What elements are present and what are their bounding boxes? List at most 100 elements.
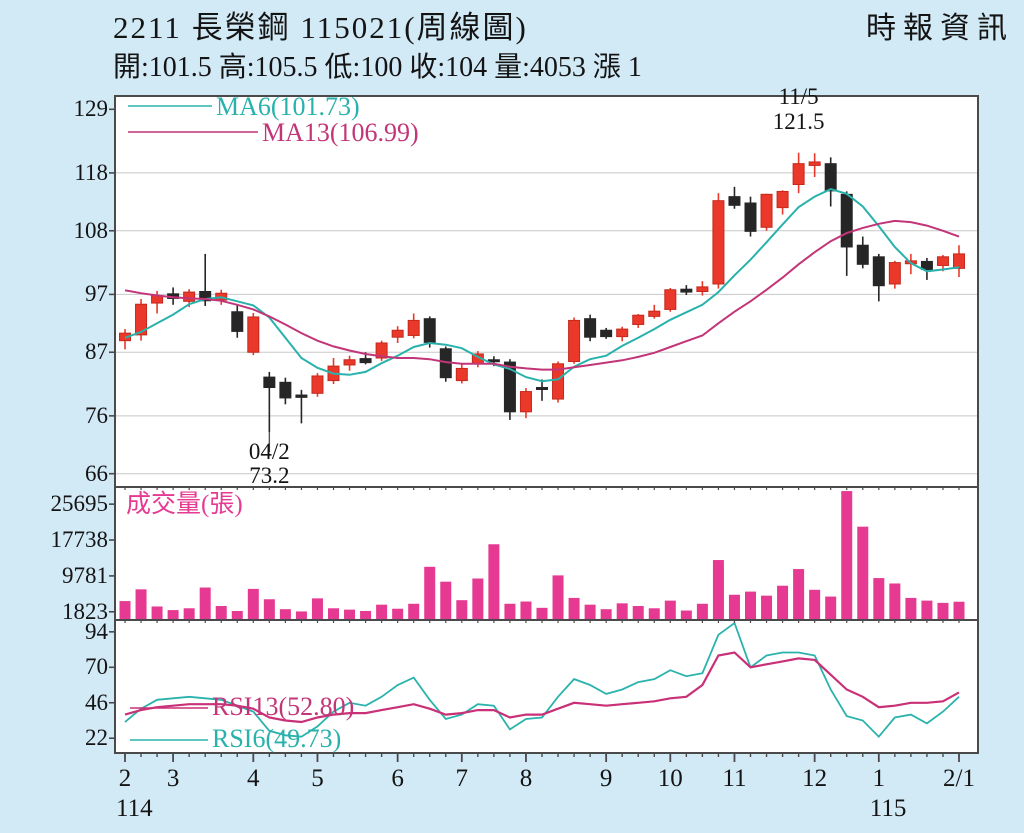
volume-bar	[376, 604, 388, 620]
candle-body	[872, 256, 885, 287]
rsi-axis-tick-label: 22	[85, 725, 108, 751]
price-axis-tick-label: 87	[85, 339, 108, 365]
main-chart-panel	[115, 96, 978, 487]
candle-body	[407, 319, 420, 336]
candle-body	[455, 367, 468, 382]
candle-body	[568, 319, 581, 362]
volume-bar	[696, 603, 708, 620]
volume-bar	[777, 585, 789, 620]
candle-body	[199, 291, 212, 302]
volume-bar	[135, 589, 147, 620]
x-axis-year-label: 115	[869, 795, 907, 822]
rsi6-legend-label: RSI6(49.73)	[212, 724, 342, 753]
volume-bar	[825, 596, 837, 620]
volume-bar	[793, 569, 805, 620]
price-axis-tick-label: 118	[74, 159, 108, 185]
ohlc-summary: 開:101.5 高:105.5 低:100 收:104 量:4053 漲 1	[113, 52, 642, 83]
candle-body	[503, 361, 516, 413]
volume-bar	[247, 588, 259, 620]
volume-axis-tick-label: 9781	[62, 562, 108, 588]
low-annotation-price: 73.2	[249, 463, 290, 488]
x-axis-month-label: 4	[247, 765, 260, 792]
volume-bar	[873, 578, 885, 620]
price-axis-tick-label: 66	[85, 460, 108, 486]
volume-bar	[905, 597, 917, 620]
candle-body	[423, 318, 436, 343]
candle-body	[183, 291, 196, 302]
candle-body	[953, 253, 965, 269]
volume-bar	[921, 600, 933, 620]
candle-body	[664, 289, 677, 310]
volume-bar	[311, 598, 323, 620]
volume-bar	[344, 609, 356, 620]
price-axis-tick-label: 108	[73, 217, 109, 243]
volume-axis-tick-label: 1823	[62, 598, 108, 624]
volume-bar	[761, 595, 773, 620]
candle-body	[552, 363, 565, 400]
candle-body	[632, 314, 645, 325]
x-axis-month-label: 7	[455, 765, 469, 792]
volume-bar	[456, 600, 468, 620]
volume-bar	[215, 606, 227, 620]
volume-bar	[295, 611, 307, 620]
x-axis-month-label: 11	[722, 765, 747, 792]
candle-body	[920, 260, 933, 271]
x-axis-month-label: 9	[599, 765, 613, 792]
ma13-line	[124, 219, 960, 371]
candle-body	[247, 316, 260, 353]
volume-panel-label: 成交量(張)	[126, 491, 243, 518]
volume-bar	[889, 583, 901, 620]
peak-annotation-date: 11/5	[778, 84, 819, 109]
x-axis-month-label: 5	[311, 765, 324, 792]
volume-bar	[199, 587, 211, 620]
candle-body	[808, 161, 821, 166]
candle-body	[231, 311, 244, 332]
candle-body	[359, 358, 372, 364]
rsi13-legend-label: RSI13(52.80)	[212, 692, 355, 721]
volume-bar	[504, 603, 516, 620]
x-axis-month-label: 10	[657, 765, 683, 792]
volume-bar	[632, 606, 644, 620]
x-axis-year-label: 114	[116, 795, 153, 822]
ma13-legend-label: MA13(106.99)	[262, 118, 419, 147]
x-axis-month-label: 1	[872, 765, 886, 792]
candle-body	[391, 329, 404, 338]
candle-body	[856, 244, 869, 265]
volume-bar	[953, 601, 965, 620]
x-axis-month-label: 2/1	[943, 765, 975, 792]
brand-label: 時報資訊	[866, 12, 1014, 45]
volume-bar	[279, 609, 291, 620]
candle-body	[792, 163, 805, 185]
candle-body	[824, 163, 837, 192]
candle-body	[744, 202, 757, 232]
volume-bar	[472, 578, 484, 620]
volume-bar	[328, 608, 339, 620]
candle-body	[712, 200, 725, 285]
rsi13-line	[124, 651, 960, 724]
page-title: 2211 長榮鋼 115021(周線圖)	[113, 10, 528, 45]
volume-axis-tick-label: 17738	[50, 527, 109, 553]
price-axis-tick-label: 129	[73, 96, 109, 122]
volume-bar	[408, 603, 420, 620]
ma6-legend-label: MA6(101.73)	[216, 92, 360, 121]
volume-bar	[568, 597, 580, 620]
volume-bar	[841, 491, 853, 620]
candle-body	[279, 381, 292, 399]
volume-bar	[552, 575, 564, 620]
candle-body	[696, 286, 709, 292]
volume-bar	[520, 601, 532, 620]
volume-bar	[424, 566, 436, 620]
candle-body	[343, 359, 356, 366]
volume-bar	[584, 604, 596, 620]
candle-body	[519, 391, 532, 413]
price-axis-tick-label: 76	[85, 402, 108, 428]
candle-body	[648, 310, 661, 317]
peak-annotation-price: 121.5	[772, 109, 825, 134]
rsi6-line	[124, 621, 960, 739]
rsi-panel	[115, 620, 978, 753]
price-axis-tick-label: 97	[85, 281, 108, 307]
x-axis-month-label: 3	[166, 765, 180, 792]
candle-body	[728, 196, 741, 206]
